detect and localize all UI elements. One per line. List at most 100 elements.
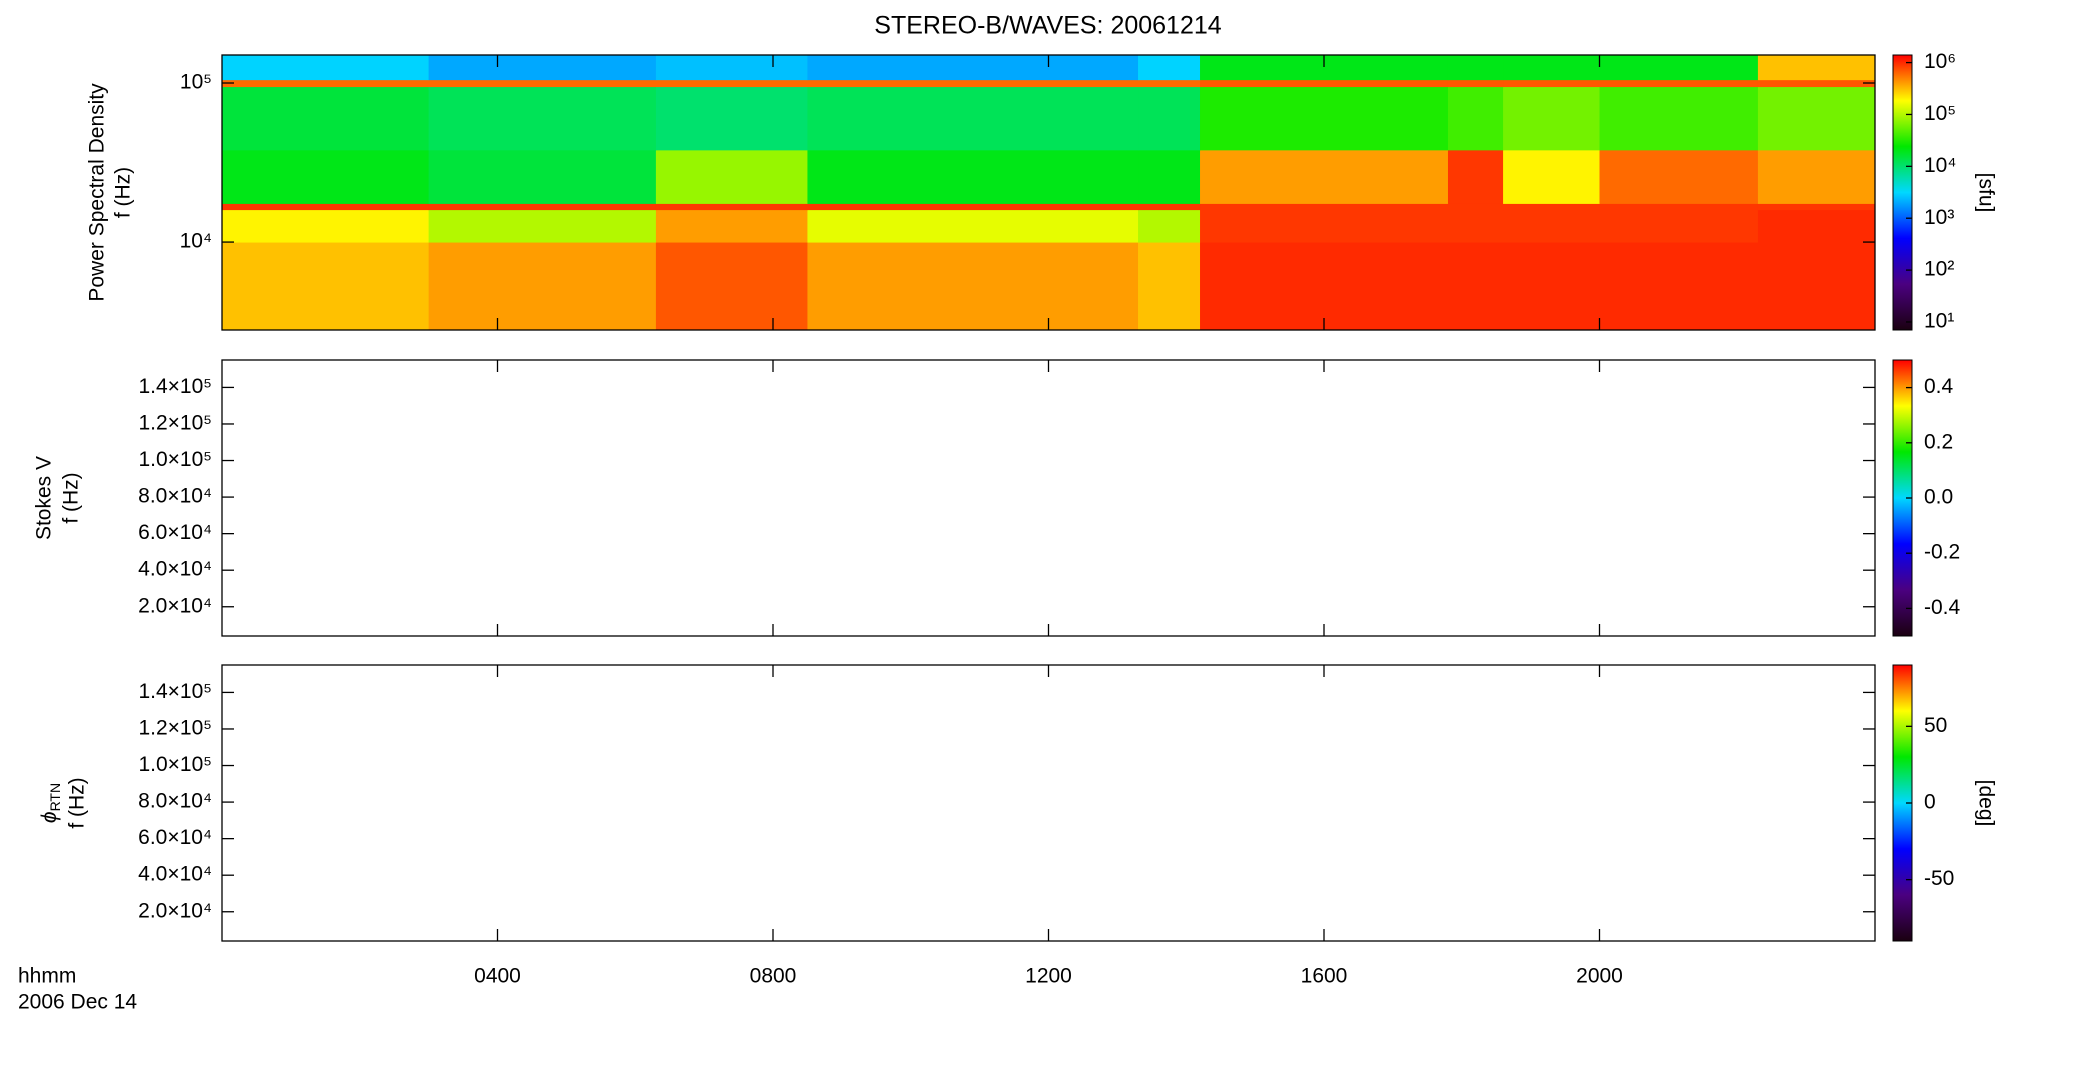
colorbar-tick-label: -50 (1924, 867, 1954, 890)
y-tick-label: 10⁴ (180, 230, 212, 253)
heatmap-cell (1599, 242, 1759, 331)
heatmap-cell (1503, 242, 1600, 331)
heatmap-cell (1599, 203, 1759, 211)
colorbar-tick-label: 0 (1924, 791, 1936, 814)
heatmap-cell (807, 79, 1139, 88)
colorbar-label: [deg] (1974, 780, 1997, 827)
heatmap-cell (222, 209, 430, 243)
colorbar-tick-label: 50 (1924, 714, 1947, 737)
colorbar-tick-label: -0.2 (1924, 541, 1960, 564)
heatmap-cell (1138, 209, 1201, 243)
heatmap-cell (1757, 86, 1876, 151)
heatmap-cell (655, 209, 808, 243)
heatmap-cell (1447, 86, 1504, 151)
x-tick-label: 0800 (750, 965, 797, 988)
colorbar-tick-label: 10⁴ (1924, 154, 1956, 177)
heatmap-cell (428, 203, 657, 211)
heatmap-cell (222, 79, 430, 88)
heatmap-cell (807, 203, 1139, 211)
heatmap-cell (655, 149, 808, 204)
y-axis-subscript: RTN (47, 783, 63, 812)
y-tick-label: 10⁵ (180, 71, 212, 94)
heatmap-cell (1138, 79, 1201, 88)
colorbar-tick-label: 10¹ (1924, 310, 1954, 333)
y-tick-label: 1.0×10⁵ (138, 753, 212, 776)
heatmap-cell (222, 149, 430, 204)
y-tick-label: 4.0×10⁴ (138, 558, 212, 581)
y-axis-title: Stokes V (33, 456, 56, 540)
heatmap-cell (1757, 242, 1876, 331)
y-tick-label: 2.0×10⁴ (138, 899, 212, 922)
heatmap-cell (428, 242, 657, 331)
heatmap-cell (1503, 209, 1600, 243)
plot-frame (221, 359, 1876, 637)
y-axis-title: f (Hz) (66, 777, 89, 828)
y-tick-label: 8.0×10⁴ (138, 485, 212, 508)
date-label: 2006 Dec 14 (18, 991, 137, 1014)
heatmap-cell (1503, 149, 1600, 204)
colorbar-tick-label: -0.4 (1924, 596, 1961, 619)
heatmap-cell (1200, 79, 1449, 88)
heatmap-cell (1599, 55, 1759, 81)
heatmap-cell (1447, 209, 1504, 243)
heatmap-cell (1757, 55, 1876, 81)
y-axis-symbol: ϕ (38, 811, 61, 823)
heatmap-cell (1503, 79, 1600, 88)
heatmap-cell (807, 209, 1139, 243)
x-tick-label: 1600 (1301, 965, 1348, 988)
heatmap-cell (807, 55, 1139, 81)
heatmap-cell (1200, 149, 1449, 204)
heatmap-cell (1200, 209, 1449, 243)
heatmap-cell (655, 242, 808, 331)
heatmap-cell (1447, 79, 1504, 88)
y-axis-title: Power Spectral Density (86, 83, 109, 302)
heatmap-cell (1757, 209, 1876, 243)
heatmap-cell (428, 55, 657, 81)
y-axis-title: f (Hz) (112, 167, 135, 218)
heatmap-cell (428, 209, 657, 243)
heatmap-cell (655, 79, 808, 88)
x-tick-label: 1200 (1025, 965, 1072, 988)
heatmap-cell (1757, 203, 1876, 211)
y-tick-label: 1.4×10⁵ (138, 680, 212, 703)
heatmap-cell (1447, 242, 1504, 331)
heatmap-cell (807, 86, 1139, 151)
heatmap-cell (655, 55, 808, 81)
panel: 10⁴ 10⁵ Power Spectral Density f (Hz) 10¹ 10²… (86, 50, 1998, 332)
heatmap-cell (1138, 149, 1201, 204)
y-tick-label: 1.4×10⁵ (138, 375, 212, 398)
plot-frame (221, 664, 1876, 942)
heatmap-cell (222, 86, 430, 151)
heatmap-cell (1503, 203, 1600, 211)
heatmap-cell (1447, 203, 1504, 211)
heatmap-cell (222, 55, 430, 81)
heatmap-cell (1138, 86, 1201, 151)
heatmap-cell (1599, 149, 1759, 204)
heatmap-cell (1599, 79, 1759, 88)
panel: 2.0×10⁴ 4.0×10⁴ 6.0×10⁴ 8.0×10⁴ 1.0×10⁵ 1.2×1… (38, 664, 1997, 988)
heatmap-cell (428, 79, 657, 88)
y-tick-label: 4.0×10⁴ (138, 863, 212, 886)
y-tick-label: 6.0×10⁴ (138, 521, 212, 544)
colorbar-tick-label: 0.4 (1924, 375, 1954, 398)
y-tick-label: 1.2×10⁵ (138, 717, 212, 740)
y-tick-label: 6.0×10⁴ (138, 826, 212, 849)
colorbar-tick-label: 0.2 (1924, 430, 1953, 453)
heatmap-cell (807, 149, 1139, 204)
heatmap-cell (222, 203, 430, 211)
heatmap-cell (1599, 209, 1759, 243)
x-tick-label: 2000 (1576, 965, 1623, 988)
y-axis-title: ϕRTN (38, 783, 63, 823)
heatmap-cell (655, 203, 808, 211)
heatmap-cell (1503, 55, 1600, 81)
colorbar-tick-label: 10⁵ (1924, 102, 1956, 125)
heatmap-cell (1447, 55, 1504, 81)
heatmap-cell (1757, 149, 1876, 204)
y-axis-title: f (Hz) (60, 472, 83, 523)
colorbar-tick-label: 10⁶ (1924, 50, 1956, 73)
heatmap-cell (1599, 86, 1759, 151)
colorbar (1892, 54, 1913, 331)
x-tick-label: 0400 (474, 965, 521, 988)
heatmap-cell (1447, 149, 1504, 204)
heatmap-cell (428, 86, 657, 151)
